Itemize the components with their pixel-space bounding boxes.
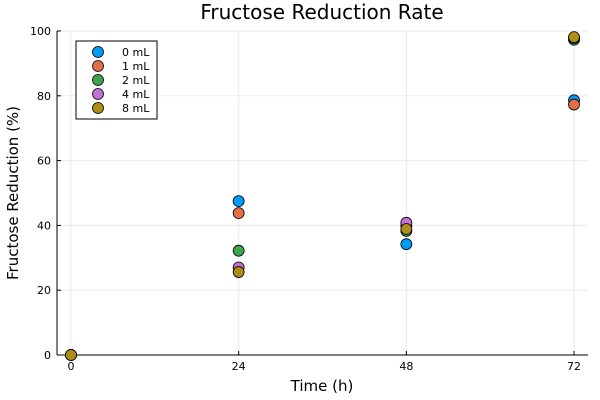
legend-marker [92,102,104,114]
y-tick-label: 40 [37,219,51,232]
series-0-ml [65,94,580,361]
y-axis-label: Fructose Reduction (%) [4,106,22,280]
data-points [65,31,580,361]
y-tick-label: 0 [44,349,51,362]
y-tick-label: 80 [37,90,51,103]
legend-marker [92,60,104,72]
legend: 0 mL1 mL2 mL4 mL8 mL [75,40,158,120]
legend-marker [92,74,104,86]
legend-label: 4 mL [122,88,150,101]
x-tick-label: 72 [567,360,581,373]
y-tick-labels: 0 20 40 60 80 100 [30,25,51,362]
x-tick-labels: 0 24 48 72 [67,360,581,373]
chart-title: Fructose Reduction Rate [200,0,443,24]
y-tick-label: 20 [37,284,51,297]
series-1-ml [65,98,580,361]
data-point [400,238,413,251]
x-tick-label: 0 [67,360,74,373]
legend-label: 1 mL [122,60,150,73]
data-point [400,223,413,235]
legend-label: 2 mL [122,74,150,87]
series-8-ml [65,31,580,361]
data-point [232,207,245,219]
legend-label: 0 mL [122,46,150,59]
data-point [232,195,245,208]
x-tick-label: 48 [399,360,413,373]
y-tick-label: 60 [37,155,51,168]
data-point [232,266,245,278]
data-point [568,98,580,111]
x-axis-label: Time (h) [290,377,354,395]
data-point [232,244,245,257]
data-point [568,31,580,44]
legend-box [75,40,158,120]
legend-marker [92,88,104,100]
x-tick-label: 24 [232,360,246,373]
plot-frame [56,31,588,356]
legend-label: 8 mL [122,102,150,115]
y-tick-label: 100 [30,25,51,38]
legend-marker [92,46,104,58]
data-point [65,349,77,361]
